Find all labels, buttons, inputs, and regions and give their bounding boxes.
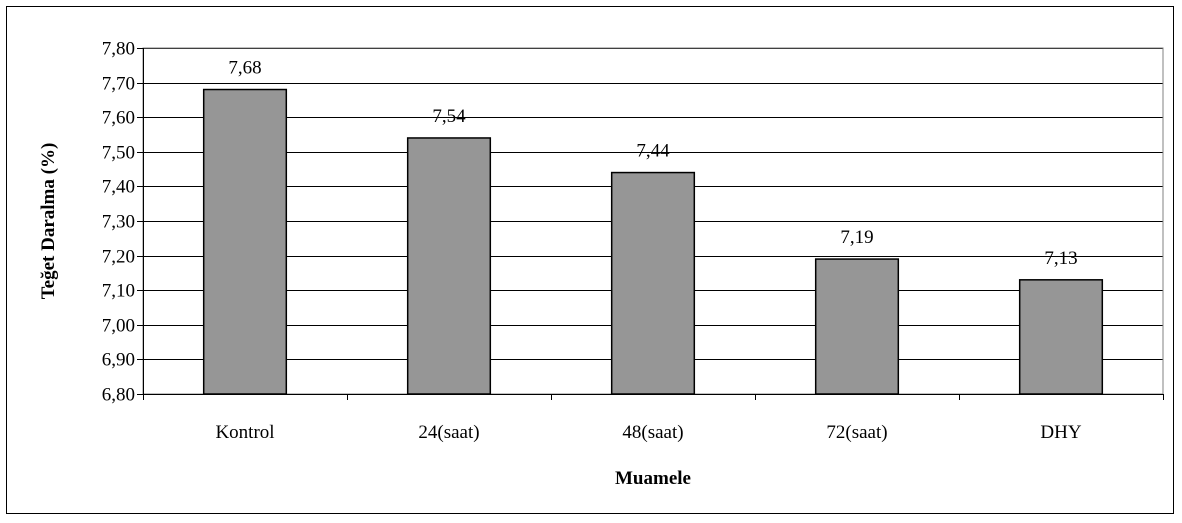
bar-dhy <box>1018 279 1104 395</box>
y-tick-label: 7,00 <box>102 316 135 337</box>
y-tick-label: 6,80 <box>102 385 135 406</box>
bar-72-saat <box>814 258 900 395</box>
y-tick-label: 7,30 <box>102 212 135 233</box>
data-label: 7,44 <box>636 141 670 162</box>
y-tick-label: 7,50 <box>102 143 135 164</box>
y-tick-label: 6,90 <box>102 350 135 371</box>
x-tick-label: 24(saat) <box>418 422 479 443</box>
x-tick-labels: Kontrol 24(saat) 48(saat) 72(saat) DHY <box>215 422 1081 443</box>
x-tick-label: Kontrol <box>215 422 274 443</box>
data-label: 7,68 <box>228 58 261 79</box>
bar-24-saat <box>406 137 492 395</box>
x-tick-label: 48(saat) <box>622 422 683 443</box>
x-tick-label: DHY <box>1040 422 1081 443</box>
y-axis-title: Teğet Daralma (%) <box>38 143 59 300</box>
axes <box>137 48 1164 400</box>
bar-48-saat <box>610 171 696 395</box>
y-tick-labels: 6,80 6,90 7,00 7,10 7,20 7,30 7,40 7,50 7,60 7,70… <box>102 39 135 406</box>
y-tick-label: 7,60 <box>102 108 135 129</box>
chart-frame <box>6 6 1174 514</box>
data-labels: 7,68 7,54 7,44 7,19 7,13 <box>228 58 1077 269</box>
x-axis-title: Muamele <box>615 468 691 489</box>
bars <box>202 88 1104 395</box>
y-tick-label: 7,80 <box>102 39 135 60</box>
x-tick-label: 72(saat) <box>826 422 887 443</box>
y-tick-label: 7,70 <box>102 74 135 95</box>
data-label: 7,13 <box>1044 248 1077 269</box>
y-tick-label: 7,40 <box>102 177 135 198</box>
bar-kontrol <box>202 88 288 395</box>
y-tick-label: 7,10 <box>102 281 135 302</box>
data-label: 7,54 <box>432 106 466 127</box>
data-label: 7,19 <box>840 227 873 248</box>
y-tick-label: 7,20 <box>102 247 135 268</box>
